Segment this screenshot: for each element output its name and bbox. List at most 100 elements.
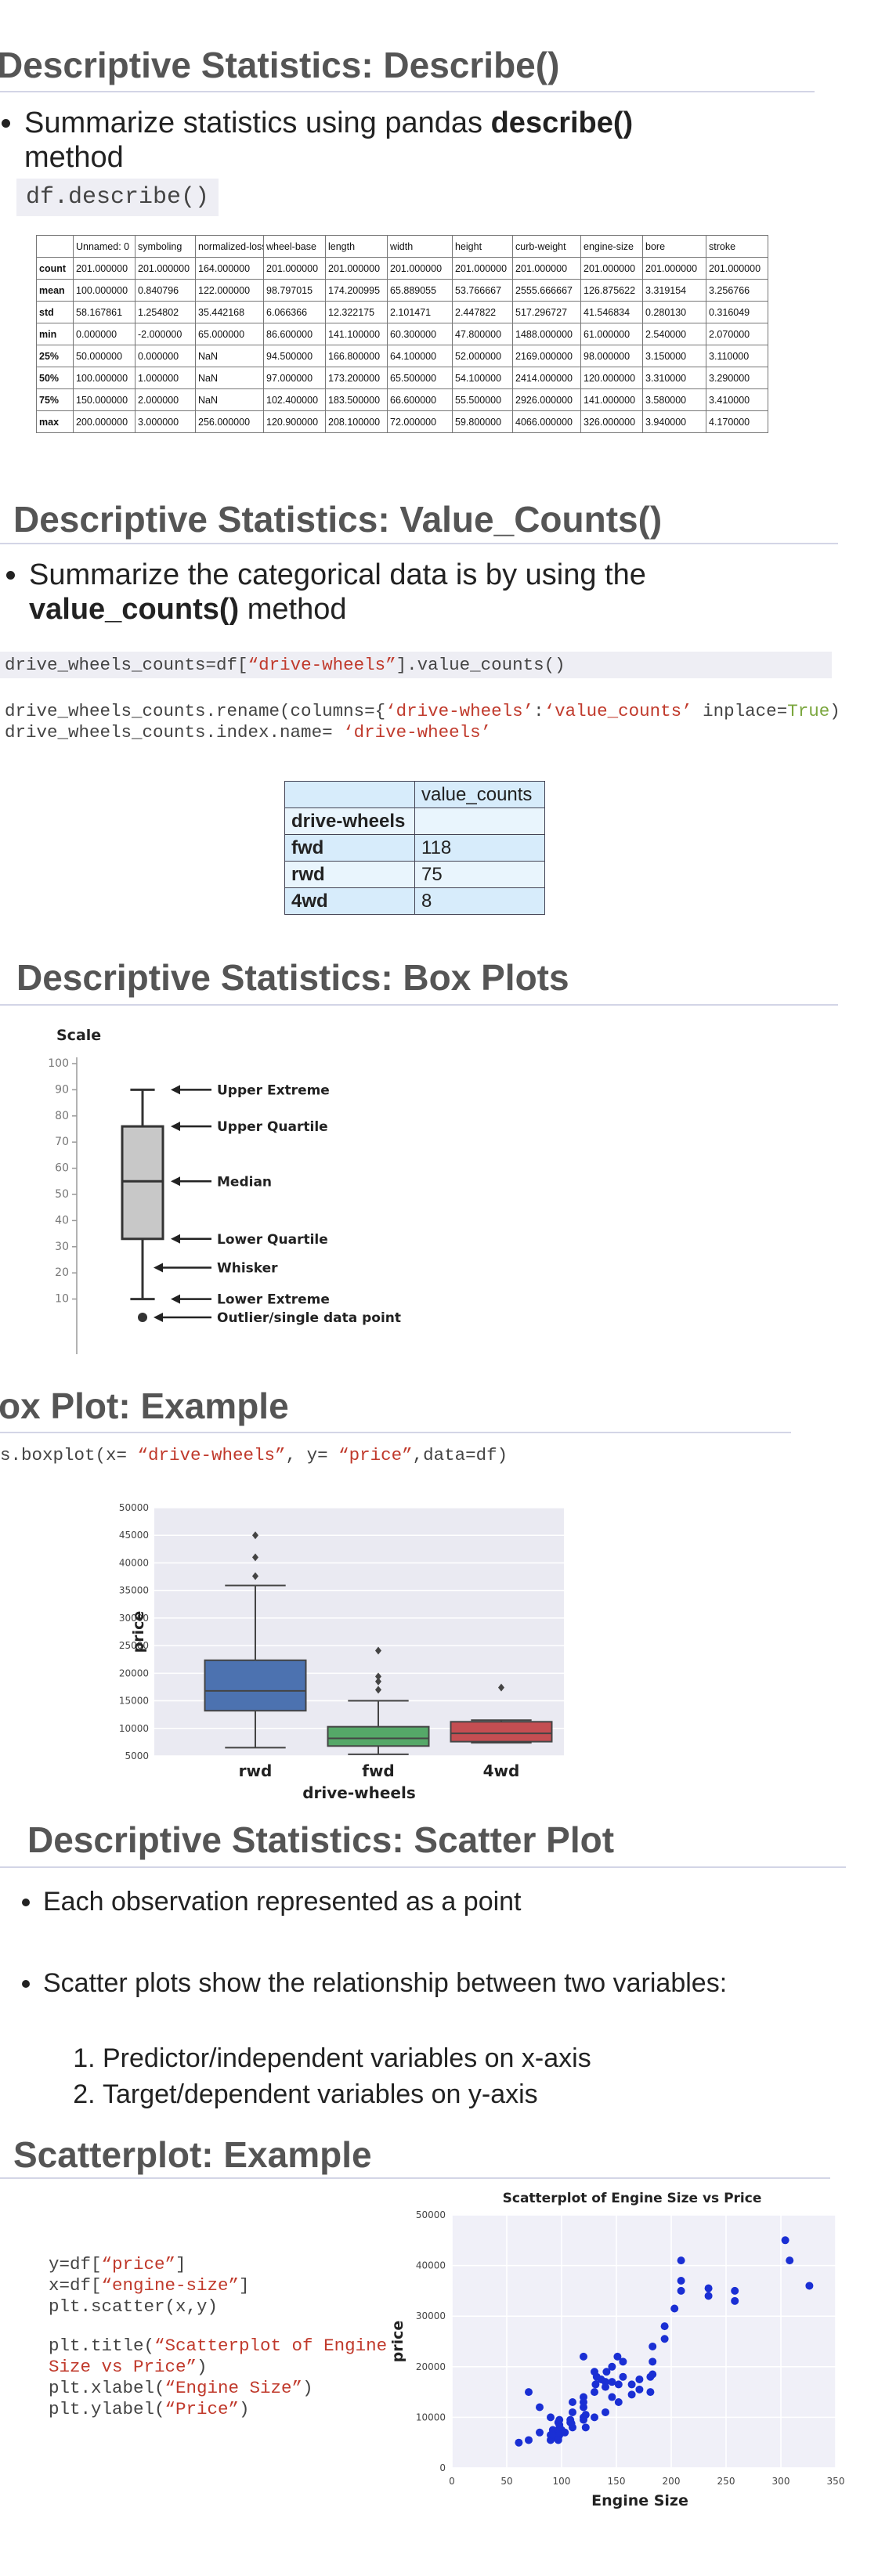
outlier xyxy=(375,1672,381,1681)
table-cell: 173.200000 xyxy=(325,367,388,389)
numbered-list: Predictor/independent variables on x-axi… xyxy=(0,2040,591,2112)
table-cell: 2555.666667 xyxy=(512,279,581,302)
box xyxy=(450,1721,553,1743)
point xyxy=(619,2372,627,2381)
point xyxy=(649,2370,657,2379)
table-cell: 100.000000 xyxy=(73,367,135,389)
table-cell: 183.500000 xyxy=(325,388,388,411)
table-cell: 12.322175 xyxy=(325,301,388,323)
table-cell: 102.400000 xyxy=(263,388,326,411)
arrow-head xyxy=(154,1263,163,1273)
table-cell: 64.100000 xyxy=(387,345,453,367)
slide-title: Descriptive Statistics: Value_Counts() xyxy=(13,499,663,540)
table-cell: wheel-base xyxy=(263,235,326,258)
annotation-label: Median xyxy=(217,1174,272,1190)
x-tick-label: fwd xyxy=(362,1761,395,1780)
text-run: “engine-size” xyxy=(101,2275,240,2296)
point xyxy=(805,2282,814,2290)
slide-title: Descriptive Statistics: Scatter Plot xyxy=(27,1819,615,1860)
code: drive_wheels_counts.rename(columns={‘dri… xyxy=(5,701,840,722)
title-rule xyxy=(0,1004,838,1006)
point xyxy=(781,2236,789,2245)
point xyxy=(554,2436,562,2444)
y-axis-title: Scale xyxy=(56,1027,101,1044)
text-run: “price” xyxy=(101,2254,176,2274)
table-row: rwd 75 xyxy=(284,861,545,888)
point xyxy=(591,2413,598,2422)
y-tick-label: 20000 xyxy=(119,1667,149,1678)
table-cell: 3.256766 xyxy=(706,279,768,302)
table-cell: 52.000000 xyxy=(452,345,513,367)
table-cell: 65.000000 xyxy=(195,323,264,345)
slide-title: Descriptive Statistics: Describe() xyxy=(0,45,560,85)
slide-title: Scatterplot: Example xyxy=(13,2134,372,2175)
code: x=df[“engine-size”] xyxy=(49,2275,387,2296)
text-run: drive_wheels_counts.rename(columns={ xyxy=(5,701,386,721)
title-rule xyxy=(0,2177,830,2179)
y-tick-label: 35000 xyxy=(119,1585,149,1596)
table-cell: 201.000000 xyxy=(452,257,513,280)
text-run: s.boxplot(x= xyxy=(0,1445,138,1465)
table-cell xyxy=(414,807,545,835)
text-run: ) xyxy=(197,2357,208,2377)
point xyxy=(580,2352,587,2361)
table-cell: 3.410000 xyxy=(706,388,768,411)
table-cell: 75 xyxy=(414,861,545,888)
point xyxy=(627,2390,636,2399)
point xyxy=(567,2419,576,2428)
table-cell: 98.797015 xyxy=(263,279,326,302)
text-run: ‘value_counts’ xyxy=(544,701,692,721)
y-tick-label: 0 xyxy=(439,2462,446,2473)
bullet: Summarize the categorical data is by usi… xyxy=(29,558,734,627)
text-run: Summarize the categorical data is by usi… xyxy=(29,558,646,591)
table-cell: 201.000000 xyxy=(512,257,581,280)
table-cell: 166.800000 xyxy=(325,345,388,367)
title-rule xyxy=(0,1866,846,1868)
outlier xyxy=(252,1553,258,1562)
table-cell: 208.100000 xyxy=(325,410,388,433)
table-cell: value_counts xyxy=(414,781,545,808)
text-run: plt.xlabel( xyxy=(49,2378,165,2398)
table-cell: fwd xyxy=(284,834,415,862)
table-cell: symboling xyxy=(135,235,196,258)
y-axis-title: price xyxy=(130,1611,147,1653)
text-run: “Engine Size” xyxy=(164,2378,303,2398)
table-cell: 86.600000 xyxy=(263,323,326,345)
point xyxy=(602,2378,609,2386)
arrow-head xyxy=(171,1176,180,1187)
annotation-label: Outlier/single data point xyxy=(217,1310,401,1326)
table-cell: 54.100000 xyxy=(452,367,513,389)
text-run: ‘drive-wheels’ xyxy=(343,722,492,742)
annotation-label: Lower Extreme xyxy=(217,1292,330,1308)
box xyxy=(121,1125,164,1241)
text-run: ‘drive-wheels’ xyxy=(385,701,534,721)
table-cell: 2414.000000 xyxy=(512,367,581,389)
text-run: “drive-wheels” xyxy=(248,655,396,675)
table-cell: 94.500000 xyxy=(263,345,326,367)
table-cell: count xyxy=(36,257,74,280)
table-cell: drive-wheels xyxy=(284,807,415,835)
table-cell: 75% xyxy=(36,388,74,411)
x-tick-label: 350 xyxy=(827,2476,845,2487)
x-tick-label: 150 xyxy=(608,2476,626,2487)
table-cell: 65.500000 xyxy=(387,367,453,389)
table-cell: 0.840796 xyxy=(135,279,196,302)
title-rule xyxy=(0,91,815,92)
point xyxy=(569,2408,576,2416)
code-block: y=df[“price”] x=df[“engine-size”] plt.sc… xyxy=(49,2254,387,2420)
table-cell: min xyxy=(36,323,74,345)
table-cell: height xyxy=(452,235,513,258)
table-cell: 2.540000 xyxy=(642,323,706,345)
table-cell: 50.000000 xyxy=(73,345,135,367)
point xyxy=(704,2292,713,2300)
annotation-label: Upper Quartile xyxy=(217,1119,328,1135)
title-rule xyxy=(0,543,838,544)
table-cell: mean xyxy=(36,279,74,302)
point xyxy=(731,2286,739,2295)
x-tick-label: 250 xyxy=(717,2476,735,2487)
point xyxy=(614,2380,623,2389)
slide-title: Descriptive Statistics: Box Plots xyxy=(16,957,569,998)
code: df.describe() xyxy=(16,179,219,216)
point xyxy=(704,2284,713,2292)
